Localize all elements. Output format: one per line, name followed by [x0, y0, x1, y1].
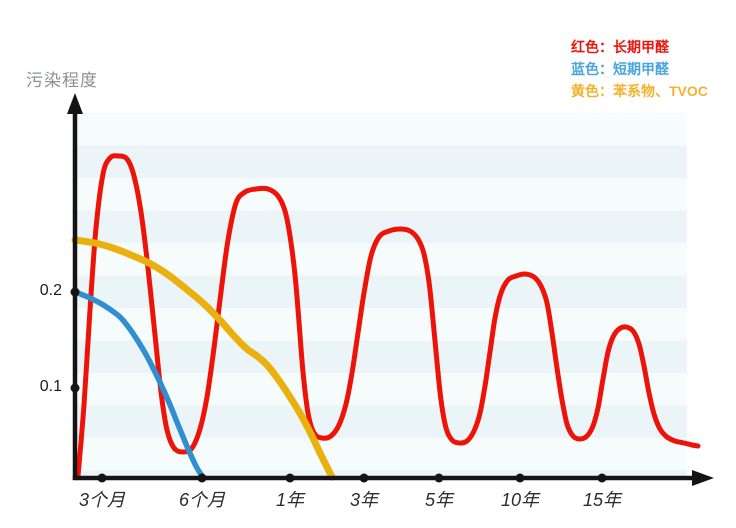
x-tick-label: 6个月	[178, 490, 225, 510]
y-axis-arrowhead-icon	[67, 93, 83, 114]
x-tick-label: 3年	[349, 490, 378, 510]
x-tick-label: 10年	[500, 490, 540, 510]
plot-background-stripes	[75, 113, 687, 478]
y-axis-title: 污染程度	[26, 71, 98, 90]
x-tick-label: 15年	[582, 490, 622, 510]
x-tick-label: 1年	[275, 490, 304, 510]
x-tick-label: 5年	[424, 490, 453, 510]
x-tick-label: 3个月	[78, 490, 125, 510]
legend: 红色：长期甲醛 蓝色：短期甲醛黄色：苯系物、TVOC	[571, 36, 708, 102]
legend-item: 黄色：苯系物、TVOC	[571, 83, 708, 99]
legend-item: 红色：长期甲醛	[571, 39, 669, 55]
x-axis-arrowhead-icon	[692, 470, 714, 486]
legend-item: 蓝色：短期甲醛	[571, 61, 669, 77]
y-tick-label: 0.2	[39, 282, 62, 299]
y-tick-label: 0.1	[39, 378, 62, 395]
